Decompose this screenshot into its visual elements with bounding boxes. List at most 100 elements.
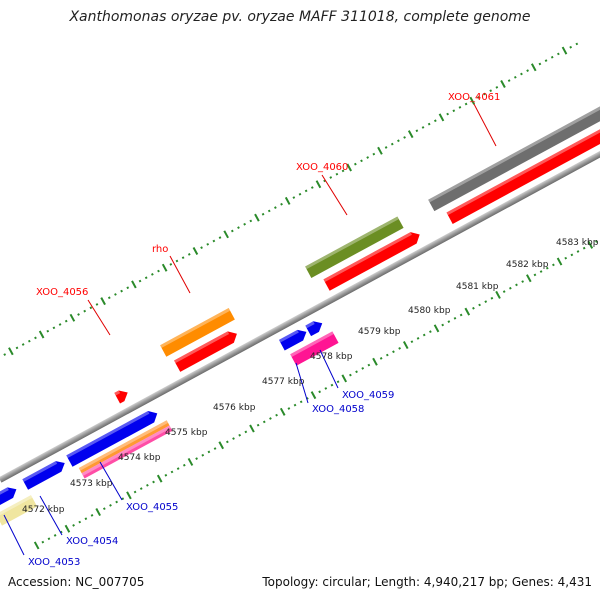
tick-mark (298, 192, 302, 196)
gene-block-rho-red[interactable] (174, 328, 240, 372)
tick-mark (403, 136, 406, 139)
tick-mark (372, 357, 378, 366)
tick-mark (341, 374, 348, 383)
gene-label-top[interactable]: XOO_4061 (448, 92, 500, 103)
tick-mark (230, 229, 234, 233)
tick-mark (575, 42, 579, 46)
gene-label-top[interactable]: rho (152, 244, 168, 255)
tick-mark (176, 467, 180, 470)
gene-block-xoo-4061-red[interactable] (446, 112, 600, 224)
kbp-label: 4581 kbp (456, 282, 499, 292)
tick-mark (415, 129, 419, 133)
tick-mark (95, 508, 101, 517)
tick-mark (77, 313, 80, 316)
tick-mark (550, 55, 554, 59)
gene-label-bottom[interactable]: XOO_4058 (312, 404, 364, 415)
tick-mark (164, 473, 168, 477)
gene-label-bottom[interactable]: XOO_4053 (28, 557, 80, 568)
leader-line (295, 362, 309, 404)
gene-block-xoo-4055-b[interactable] (81, 425, 173, 479)
tick-mark (502, 290, 506, 293)
tick-mark (69, 313, 76, 322)
tick-mark (324, 387, 328, 390)
tick-mark (33, 541, 40, 550)
tick-mark (34, 336, 37, 340)
tick-mark (407, 130, 414, 139)
tick-mark (429, 330, 432, 334)
gene-block-xoo-4058[interactable] (290, 331, 339, 366)
gene-block-rho[interactable] (160, 308, 235, 357)
gene-block-xoo-4059-blue[interactable] (305, 318, 325, 337)
tick-mark (513, 75, 517, 79)
tick-mark (254, 213, 260, 222)
tick-mark (472, 306, 475, 310)
gene-block-xoo-4053-blue[interactable] (0, 484, 19, 509)
gene-block-xoo-4058-blue[interactable] (278, 327, 309, 351)
tick-mark (213, 447, 217, 450)
kbp-label: 4576 kbp (213, 403, 256, 413)
tick-mark (520, 72, 523, 76)
gene-block-xoo-4055-blue[interactable] (66, 408, 160, 467)
tick-mark (126, 286, 130, 290)
gene-label-bottom[interactable]: XOO_4055 (126, 502, 178, 513)
gene-label-bottom[interactable]: XOO_4059 (342, 390, 394, 401)
tick-mark (366, 156, 370, 159)
tick-mark (274, 206, 277, 209)
tick-mark (310, 186, 314, 189)
tick-mark (495, 290, 501, 299)
gene-block-xoo-4056[interactable] (114, 387, 130, 404)
tick-mark (458, 106, 462, 109)
tick-mark (390, 142, 394, 146)
tick-mark (207, 450, 211, 454)
tick-mark (200, 246, 203, 250)
genome-summary: Topology: circular; Length: 4,940,217 bp… (262, 575, 592, 589)
tick-mark (218, 441, 225, 450)
tick-mark (500, 80, 506, 88)
tick-mark (100, 297, 106, 306)
tick-mark (284, 196, 291, 205)
tick-mark (83, 309, 87, 313)
gene-block-xoo-4060[interactable] (305, 216, 404, 278)
tick-mark (336, 380, 340, 384)
tick-mark (131, 280, 137, 289)
tick-mark (587, 240, 594, 249)
gene-block-xoo-4061[interactable] (428, 94, 600, 212)
tick-mark (152, 480, 155, 484)
gene-label-top[interactable]: XOO_4056 (36, 287, 88, 298)
tick-mark (318, 390, 322, 394)
tick-mark (530, 63, 537, 72)
tick-mark (354, 162, 357, 166)
tick-mark (484, 300, 488, 303)
tick-mark (453, 316, 457, 320)
tick-mark (360, 159, 363, 163)
tick-mark (238, 433, 242, 437)
tick-mark (489, 89, 493, 93)
leader-line (319, 349, 339, 389)
tick-mark (446, 112, 449, 116)
gene-block-xoo-4060-red[interactable] (323, 229, 422, 291)
tick-mark (269, 417, 272, 420)
tick-mark (261, 212, 265, 216)
tick-mark (507, 79, 511, 83)
gene-block-xoo-4055[interactable] (78, 420, 170, 474)
tick-mark (384, 146, 388, 149)
tick-mark (397, 139, 400, 143)
tick-mark (385, 353, 389, 357)
tick-mark (544, 59, 548, 62)
kbp-label: 4583 kbp (556, 238, 599, 248)
tick-mark (477, 96, 480, 99)
tick-mark (416, 336, 420, 340)
tick-mark (557, 52, 560, 56)
tick-mark (170, 470, 174, 474)
tick-mark (545, 266, 549, 270)
gene-block-xoo-4054[interactable] (22, 458, 67, 490)
gene-label-top[interactable]: XOO_4060 (296, 162, 348, 173)
genome-backbone (0, 133, 600, 483)
tick-mark (8, 347, 14, 356)
tick-mark (441, 323, 445, 327)
tick-mark (398, 347, 401, 350)
tick-mark (552, 263, 555, 267)
gene-block-xoo-4053[interactable] (0, 495, 38, 526)
gene-label-bottom[interactable]: XOO_4054 (66, 536, 118, 547)
tick-mark (107, 296, 111, 300)
